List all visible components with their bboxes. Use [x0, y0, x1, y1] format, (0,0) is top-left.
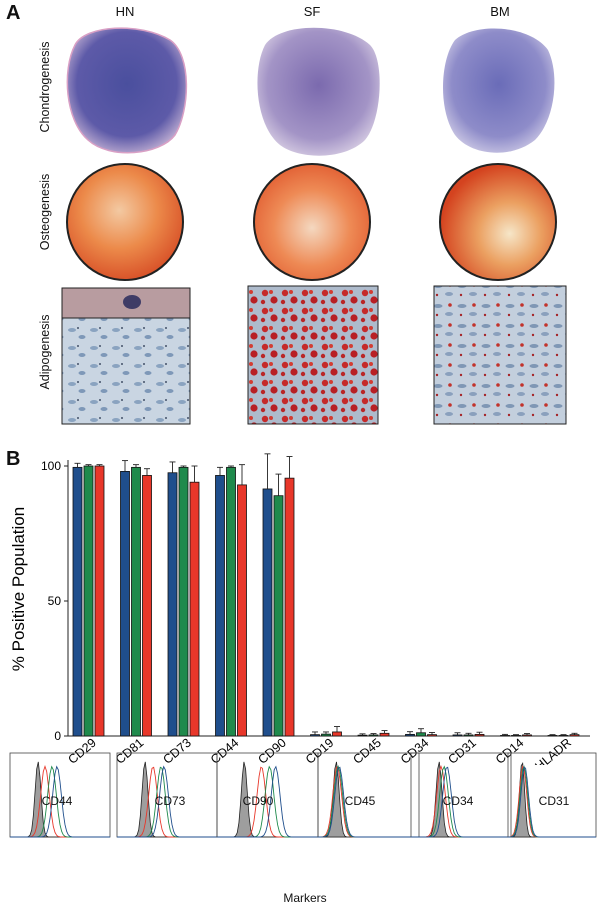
- bar-CD73-s1: [167, 472, 178, 737]
- bar-CD90-s1: [262, 488, 273, 737]
- bar-CD81-s2: [131, 466, 141, 737]
- bar-CD19-s3: [332, 731, 342, 737]
- bar-CD73-s2: [178, 466, 189, 737]
- bar-CD34-s1: [405, 733, 415, 737]
- osteo-hn-image: [66, 163, 184, 281]
- histogram-curve-3-3: [217, 765, 318, 838]
- bar-HLADR-s1: [547, 735, 558, 737]
- panel-a-letter: A: [6, 2, 21, 24]
- flow-histogram-row: [9, 752, 597, 838]
- markers-axis-label: Markers: [283, 891, 327, 905]
- bar-CD29-s1: [72, 466, 83, 737]
- bar-CD29-s3: [94, 465, 105, 737]
- adipo-bm-image: [433, 285, 567, 425]
- bar-CD44-s3: [237, 484, 247, 737]
- chondro-sf-image: [257, 27, 380, 156]
- histo-label-cd45: CD45: [344, 794, 376, 808]
- bar-CD31-s1: [452, 734, 463, 737]
- bar-CD81-s1: [120, 470, 130, 737]
- y-axis-label: % Positive Population: [9, 507, 28, 671]
- bar-CD14-s3: [522, 734, 532, 737]
- y-tick-label-100: 100: [41, 459, 61, 473]
- bar-CD14-s1: [500, 735, 510, 737]
- adipo-hn-inset-cell: [123, 295, 141, 309]
- histo-label-cd31: CD31: [538, 794, 570, 808]
- bar-CD19-s1: [310, 734, 320, 737]
- bar-CD73-s3: [189, 481, 200, 737]
- bar-CD44-s1: [215, 475, 225, 737]
- bar-CD90-s3: [284, 477, 295, 737]
- histo-label-cd44: CD44: [41, 794, 73, 808]
- histogram-curve-6-3: [508, 766, 596, 838]
- chondro-bm-image: [442, 28, 555, 153]
- bar-CD31-s3: [474, 733, 485, 737]
- bar-CD45-s2: [368, 734, 379, 737]
- panel-b-letter: B: [6, 448, 21, 470]
- histogram-curve-4-3: [318, 766, 419, 838]
- y-tick-label-0: 0: [54, 729, 61, 743]
- bar-CD29-s2: [83, 465, 94, 737]
- bar-CD45-s3: [379, 732, 390, 737]
- osteo-sf-image: [253, 163, 371, 281]
- bar-CD45-s1: [357, 734, 368, 737]
- histo-label-cd90: CD90: [242, 794, 274, 808]
- bar-CD31-s2: [463, 734, 474, 737]
- micrograph-grid: [61, 27, 567, 425]
- histogram-curve-5-3: [411, 766, 511, 838]
- chondro-hn-image: [66, 27, 188, 154]
- bar-CD90-s2: [273, 495, 284, 737]
- column-label-hn: HN: [115, 4, 135, 19]
- adipo-sf-image: [247, 285, 379, 425]
- histo-label-cd73: CD73: [154, 794, 186, 808]
- histogram-curve-2-3: [117, 765, 217, 838]
- histogram-curve-1-3: [10, 765, 110, 838]
- bar-HLADR-s3: [569, 734, 580, 737]
- osteo-bm-image: [439, 163, 557, 281]
- bar-CD44-s2: [226, 466, 236, 737]
- column-label-sf: SF: [303, 4, 321, 19]
- bar-CD81-s3: [142, 475, 152, 737]
- y-tick-label-50: 50: [48, 594, 62, 608]
- histo-label-cd34: CD34: [442, 794, 474, 808]
- bar-CD34-s3: [427, 734, 437, 737]
- column-label-bm: BM: [490, 4, 510, 19]
